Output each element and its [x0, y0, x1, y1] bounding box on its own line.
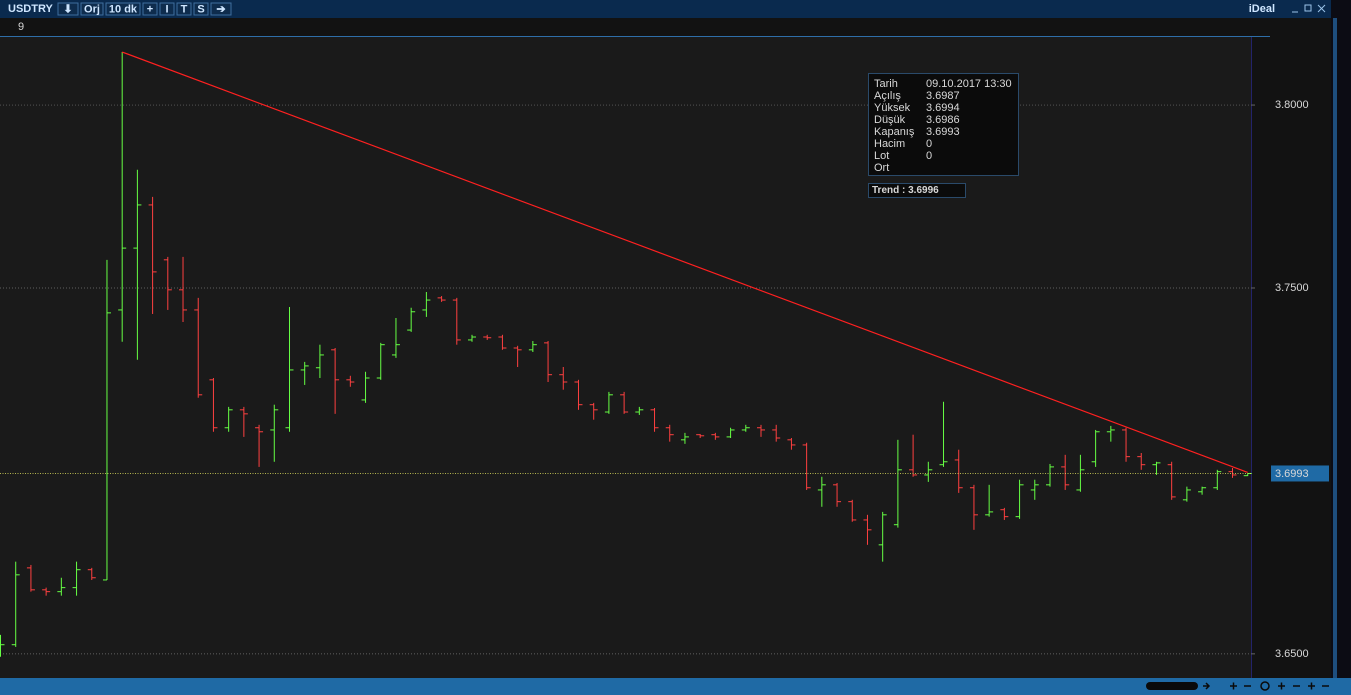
info-value: 0 [926, 150, 932, 162]
info-label: Ort [874, 162, 889, 174]
toolbar [0, 0, 1351, 18]
info-value: 09.10.2017 13:30 [926, 78, 1012, 90]
info-box-frame [868, 73, 1019, 176]
toolbar-button-label[interactable]: ⬇ [63, 3, 72, 15]
toolbar-button-label[interactable]: T [181, 3, 188, 15]
info-label: Açılış [874, 90, 901, 102]
chart: 3.6500 3.7500 3.8000 3.6993 [0, 51, 1329, 660]
toolbar-button[interactable] [105, 2, 141, 16]
toolbar-button-label[interactable]: ➔ [216, 3, 226, 15]
info-label: Lot [874, 150, 889, 162]
zoom-slider[interactable] [1146, 682, 1198, 690]
last-price-box [1271, 465, 1329, 482]
toolbar-button[interactable] [159, 2, 175, 16]
toolbar-button[interactable] [193, 2, 209, 16]
toolbar-button[interactable] [176, 2, 192, 16]
info-label: Kapanış [874, 126, 915, 138]
y-tick-label: 3.6500 [1275, 648, 1309, 660]
y-tick-label: 3.7500 [1275, 282, 1309, 294]
info-label: Tarih [874, 78, 898, 90]
info-label: Düşük [874, 114, 906, 126]
toolbar-buttons: ⬇ Orj 10 dk + I T S ➔ [57, 2, 232, 16]
toolbar-button-label[interactable]: Orj [84, 3, 100, 15]
info-value: 3.6993 [926, 126, 960, 138]
info-value: 3.6986 [926, 114, 960, 126]
symbol: USDTRY [8, 3, 53, 15]
bottom-controls [1203, 681, 1329, 691]
trend-label: Trend : 3.6996 [872, 185, 939, 196]
toolbar-button-label[interactable]: S [197, 3, 204, 15]
plot-area [0, 37, 1251, 678]
panel-number: 9 [18, 21, 24, 33]
toolbar-button[interactable] [142, 2, 158, 16]
price-axis [1251, 37, 1331, 678]
info-label: Hacim [874, 138, 905, 150]
toolbar-button-label[interactable]: I [165, 3, 168, 15]
info-box: Tarih 09.10.2017 13:30 Açılış 3.6987 Yüksek 3… [868, 73, 1019, 198]
info-value: 3.6994 [926, 102, 960, 114]
info-label: Yüksek [874, 102, 911, 114]
trend-line [121, 51, 1248, 473]
window-controls [1292, 4, 1326, 13]
panel-header [0, 18, 1331, 37]
trend-box [868, 183, 966, 198]
info-rows: Tarih 09.10.2017 13:30 Açılış 3.6987 Yüksek 3… [874, 78, 1012, 174]
last-price-label: 3.6993 [1275, 468, 1309, 480]
broker: iDeal [1249, 3, 1275, 15]
toolbar-button[interactable] [210, 2, 232, 16]
scrollbar-track [1333, 18, 1337, 678]
toolbar-button[interactable] [57, 2, 79, 16]
info-value: 3.6987 [926, 90, 960, 102]
toolbar-button[interactable] [80, 2, 104, 16]
toolbar-button-label[interactable]: 10 dk [109, 3, 138, 15]
bottom-bar [0, 678, 1351, 695]
y-tick-label: 3.8000 [1275, 99, 1309, 111]
info-value: 0 [926, 138, 932, 150]
toolbar-button-label[interactable]: + [147, 3, 153, 15]
